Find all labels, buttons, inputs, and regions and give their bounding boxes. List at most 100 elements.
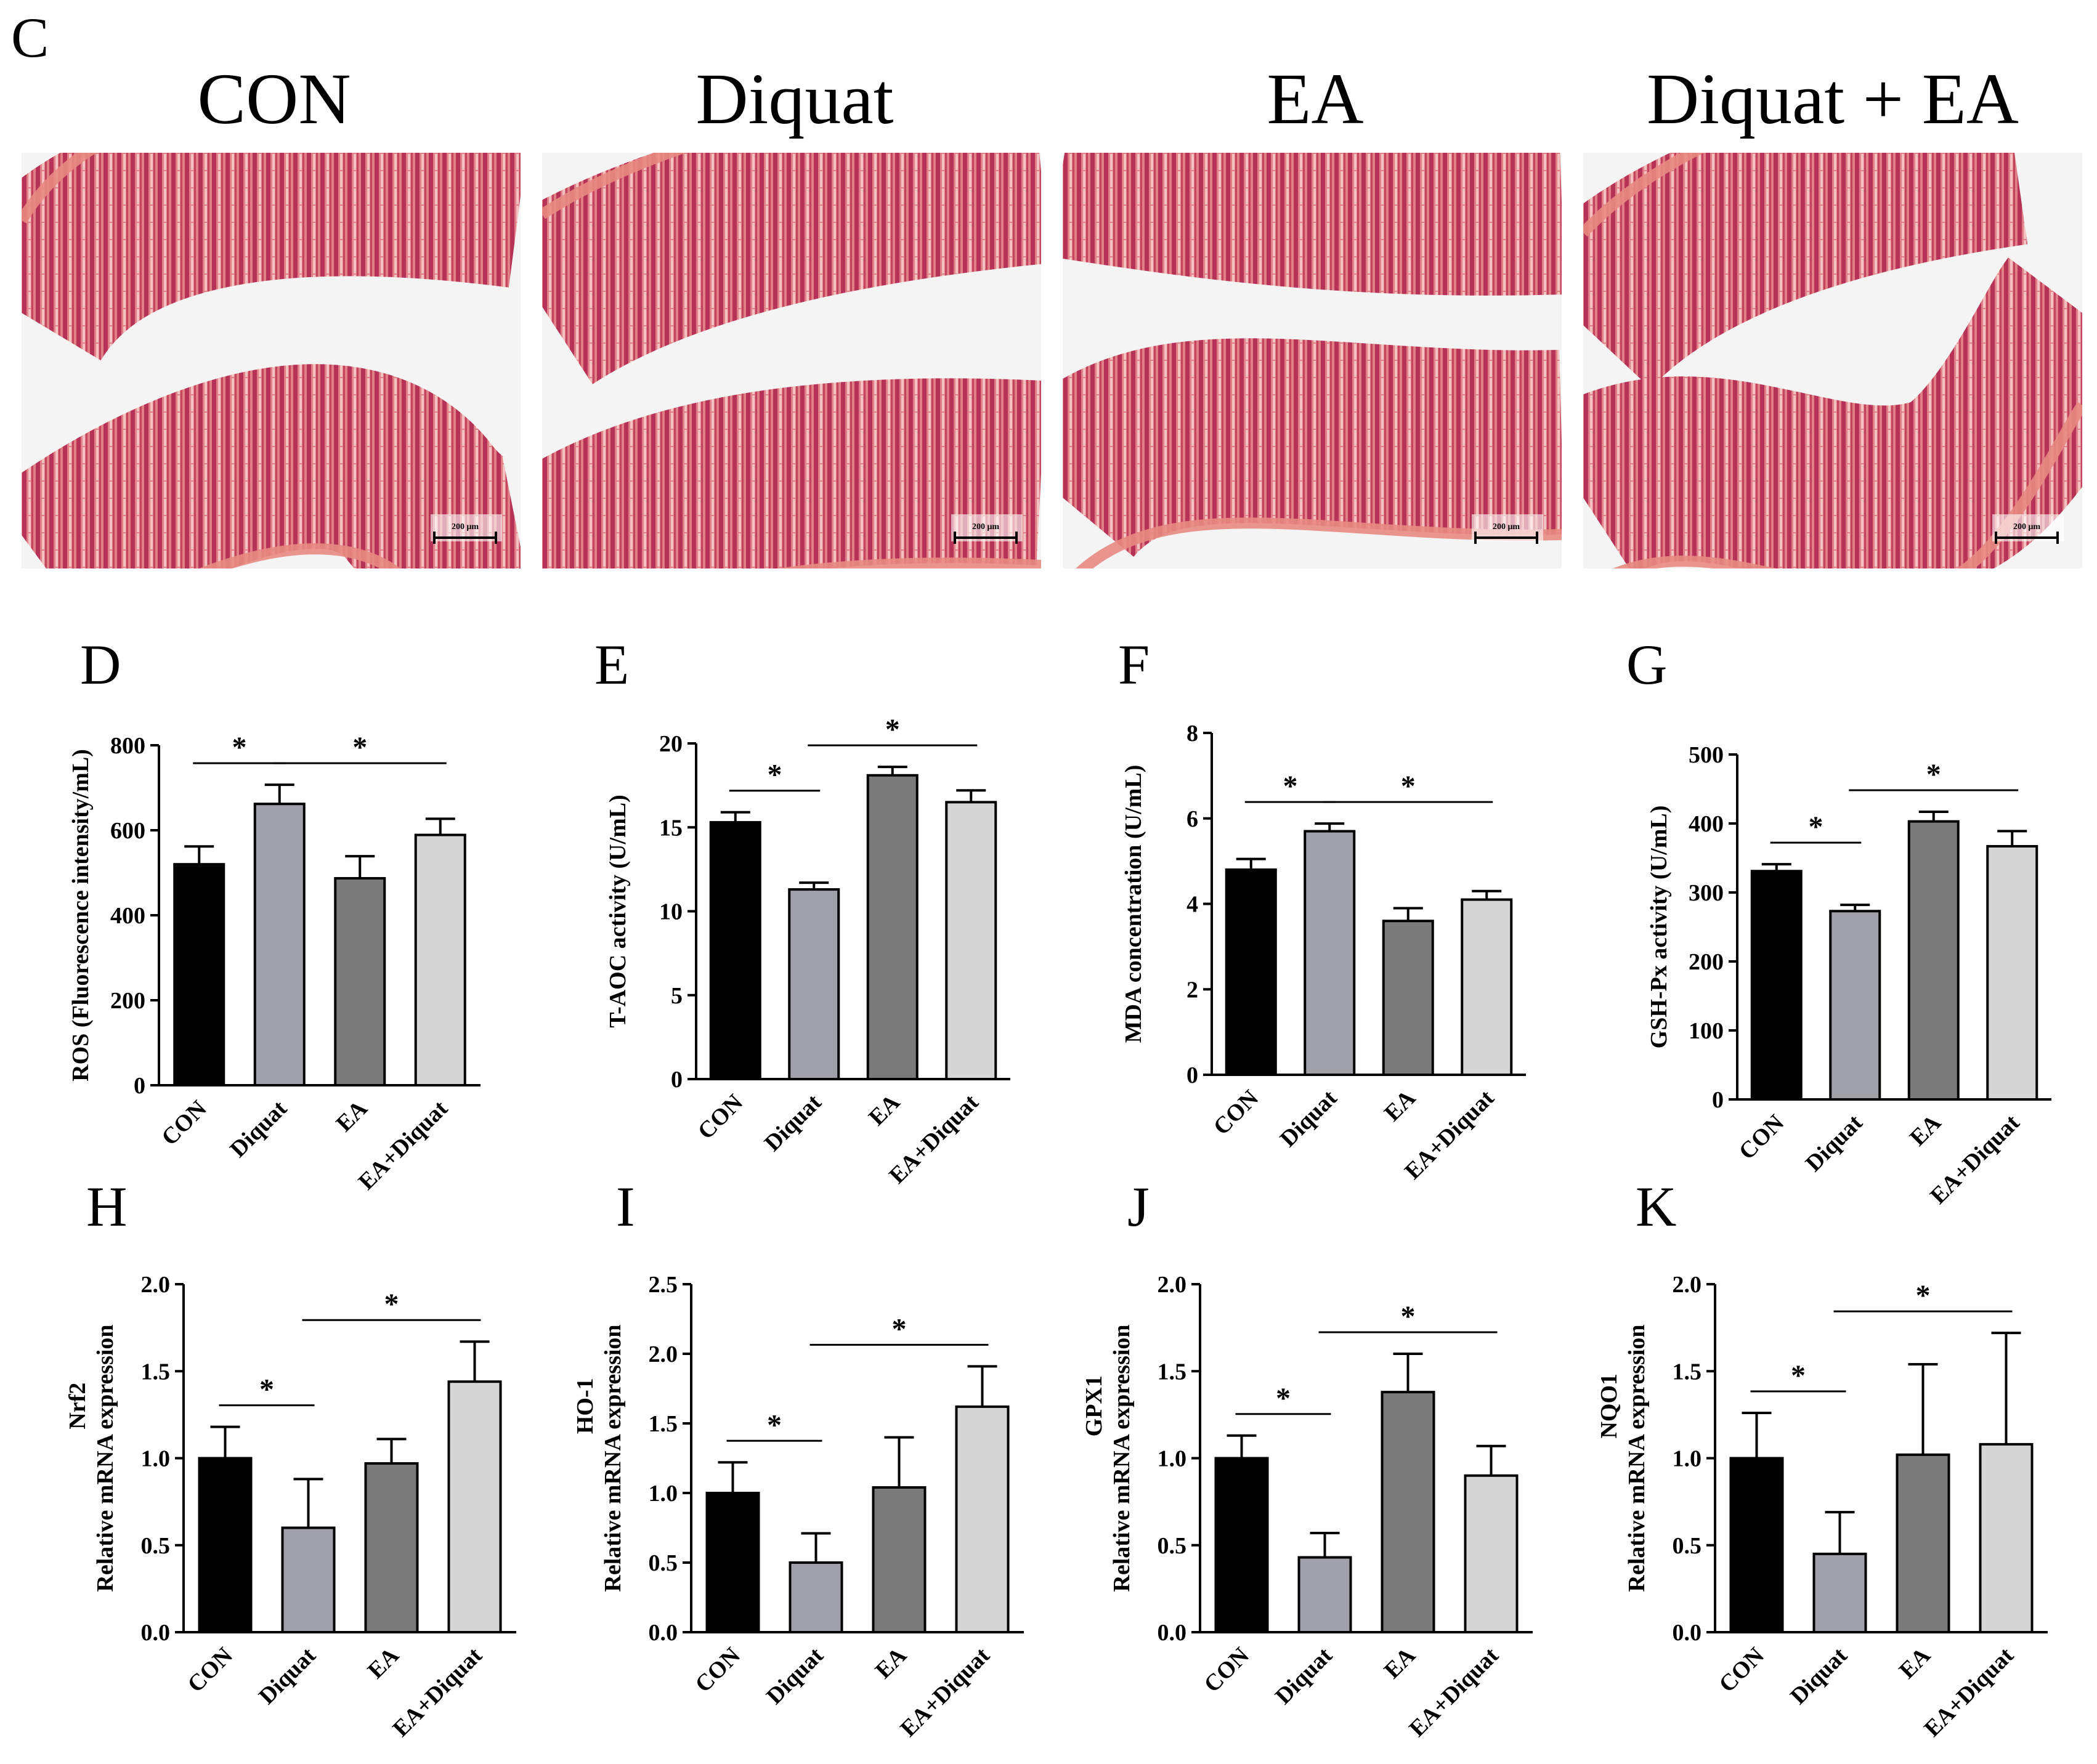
bar-ea (334, 876, 386, 1086)
y-tick-label: 20 (659, 731, 683, 757)
y-tick-label: 0.5 (1158, 1533, 1187, 1559)
bar-con (1214, 1457, 1269, 1633)
significance-star: * (767, 1409, 782, 1441)
bar-ea (1907, 820, 1960, 1101)
y-tick-label: 1.5 (1673, 1359, 1702, 1385)
y-tick-label: 2.0 (1673, 1272, 1702, 1298)
panel-letter-e: E (594, 633, 629, 696)
chart-panel-h: H 0.0 0.5 1.0 1.5 2.0 Relative mRNA expression… (65, 1175, 516, 1742)
x-category-label: CON (1199, 1643, 1254, 1697)
x-category-label: Diquat (1785, 1642, 1852, 1709)
bar-ea-diquat (447, 1380, 502, 1633)
x-category-label: EA (864, 1089, 905, 1130)
y-axis-label: MDA concentration (U/mL) (1121, 765, 1146, 1043)
x-category-label: Diquat (1801, 1109, 1868, 1176)
histology-image-2: 200 μm (542, 153, 1041, 568)
x-category-label: CON (182, 1643, 237, 1697)
y-tick-label: 1.5 (649, 1411, 678, 1437)
tissue-band-upper (1063, 153, 1562, 296)
y-tick-label: 1.5 (141, 1359, 171, 1385)
y-tick-label: 0 (1186, 1062, 1198, 1088)
chart-panel-g: G 0 100 200 300 400 500 GSH-Px activity (U/mL) C… (1626, 633, 2051, 1209)
significance-star: * (1401, 770, 1416, 803)
chart-panel-i: I 0.0 0.5 1.0 1.5 2.0 2.5 Relative mRNA express… (572, 1175, 1024, 1742)
x-category-label: EA+Diquat (1919, 1642, 2019, 1742)
x-category-label: Diquat (761, 1642, 829, 1709)
histology-image-1: 200 μm (22, 153, 521, 568)
scale-bar-label: 200 μm (452, 522, 479, 532)
y-tick-label: 1.0 (141, 1446, 171, 1472)
y-tick-label: 0 (671, 1067, 683, 1093)
x-category-label: CON (690, 1643, 745, 1697)
x-category-label: EA (1379, 1085, 1421, 1126)
y-tick-label: 2.0 (141, 1272, 171, 1298)
y-axis-label: Relative mRNA expression (1109, 1324, 1135, 1592)
panel-letter-f: F (1118, 633, 1150, 696)
histology-title-1: CON (197, 59, 351, 139)
histology-row: CON 200 μm Diquat 200 μm EA 200 μm Diquat + EA… (22, 59, 2082, 568)
gene-label: Nrf2 (65, 1383, 91, 1430)
y-tick-label: 200 (110, 988, 145, 1014)
y-tick-label: 2.0 (649, 1341, 678, 1367)
x-category-label: EA (331, 1095, 373, 1136)
significance-star: * (259, 1374, 274, 1406)
significance-star: * (885, 713, 900, 746)
bar-diquat (789, 1561, 843, 1633)
bar-ea-diquat (414, 833, 466, 1086)
tissue-band-lower (542, 378, 1041, 568)
y-axis-label: Relative mRNA expression (92, 1324, 118, 1592)
y-tick-label: 6 (1186, 806, 1198, 832)
x-category-label: EA (1905, 1109, 1946, 1151)
panel-letter-d: D (80, 633, 121, 696)
y-tick-label: 0.0 (1158, 1620, 1187, 1646)
bar-ea (866, 774, 919, 1081)
bar-diquat (1829, 910, 1881, 1101)
y-tick-label: 0.0 (1673, 1620, 1702, 1646)
bar-diquat (1304, 830, 1356, 1076)
chart-panel-d: D 0 200 400 600 800 ROS (Fluorescence intensit… (68, 633, 481, 1195)
y-axis-label: ROS (Fluorescence intensity/mL) (68, 749, 94, 1082)
tissue-band-upper (542, 153, 1041, 385)
scale-bar: 200 μm (431, 514, 502, 544)
x-category-label: CON (1714, 1643, 1769, 1697)
x-category-label: CON (1734, 1110, 1789, 1165)
bar-ea-diquat (945, 801, 997, 1080)
tissue-band-upper (22, 153, 521, 363)
y-axis-label: T-AOC activity (U/mL) (605, 795, 631, 1028)
panel-letter-h: H (86, 1175, 127, 1238)
x-category-label: Diquat (1275, 1085, 1342, 1152)
significance-star: * (352, 731, 367, 764)
x-category-label: EA+Diquat (387, 1642, 487, 1742)
bar-ea-diquat (1461, 898, 1513, 1076)
y-tick-label: 2.0 (1158, 1272, 1187, 1298)
significance-star: * (1809, 811, 1823, 843)
scale-bar: 200 μm (1472, 514, 1543, 544)
y-tick-label: 8 (1186, 721, 1198, 746)
y-tick-label: 15 (659, 815, 683, 841)
panel-letter-k: K (1636, 1175, 1676, 1238)
y-tick-label: 400 (1689, 811, 1724, 837)
significance-star: * (1276, 1382, 1291, 1415)
significance-star: * (1926, 758, 1941, 791)
y-tick-label: 0.5 (141, 1533, 171, 1559)
gene-label: GPX1 (1081, 1375, 1107, 1436)
bar-ea (364, 1462, 419, 1634)
panel-letter-g: G (1626, 633, 1667, 696)
scale-bar-label: 200 μm (1493, 522, 1520, 532)
x-category-label: EA (1894, 1642, 1936, 1683)
x-category-label: CON (156, 1096, 211, 1151)
bar-con (705, 1492, 760, 1633)
bar-ea (1382, 920, 1434, 1076)
y-tick-label: 800 (110, 733, 145, 759)
bar-con (1225, 868, 1277, 1076)
y-tick-label: 2.5 (649, 1272, 678, 1298)
panel-letter-i: I (616, 1175, 635, 1238)
histology-image-3: 200 μm (1063, 153, 1562, 568)
y-tick-label: 1.5 (1158, 1359, 1187, 1385)
significance-star: * (768, 759, 782, 791)
scale-bar: 200 μm (1992, 514, 2064, 544)
bar-ea-diquat (955, 1405, 1010, 1633)
bar-diquat (253, 803, 306, 1086)
